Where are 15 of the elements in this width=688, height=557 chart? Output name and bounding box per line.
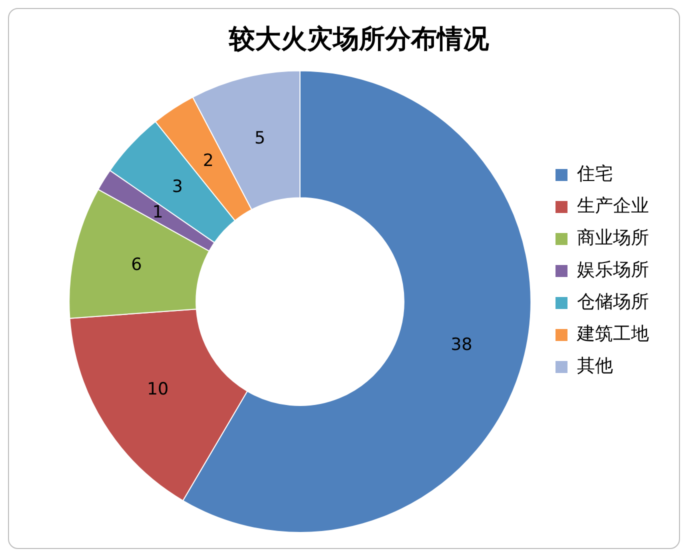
legend-label: 其他 — [577, 356, 613, 377]
legend-label: 娱乐场所 — [577, 260, 649, 281]
data-label: 1 — [152, 202, 164, 223]
data-label: 3 — [172, 177, 183, 198]
legend-label: 建筑工地 — [576, 324, 649, 345]
data-label: 5 — [254, 128, 266, 148]
legend-label: 生产企业 — [577, 196, 649, 217]
data-label: 38 — [450, 335, 472, 355]
legend-label: 住宅 — [576, 164, 613, 185]
data-label: 10 — [146, 379, 169, 400]
data-label: 6 — [131, 254, 142, 275]
chart-title: 较大火灾场所分布情况 — [228, 24, 490, 54]
legend-label: 商业场所 — [577, 228, 649, 249]
data-label: 2 — [202, 150, 214, 171]
legend-label: 仓储场所 — [577, 292, 649, 313]
